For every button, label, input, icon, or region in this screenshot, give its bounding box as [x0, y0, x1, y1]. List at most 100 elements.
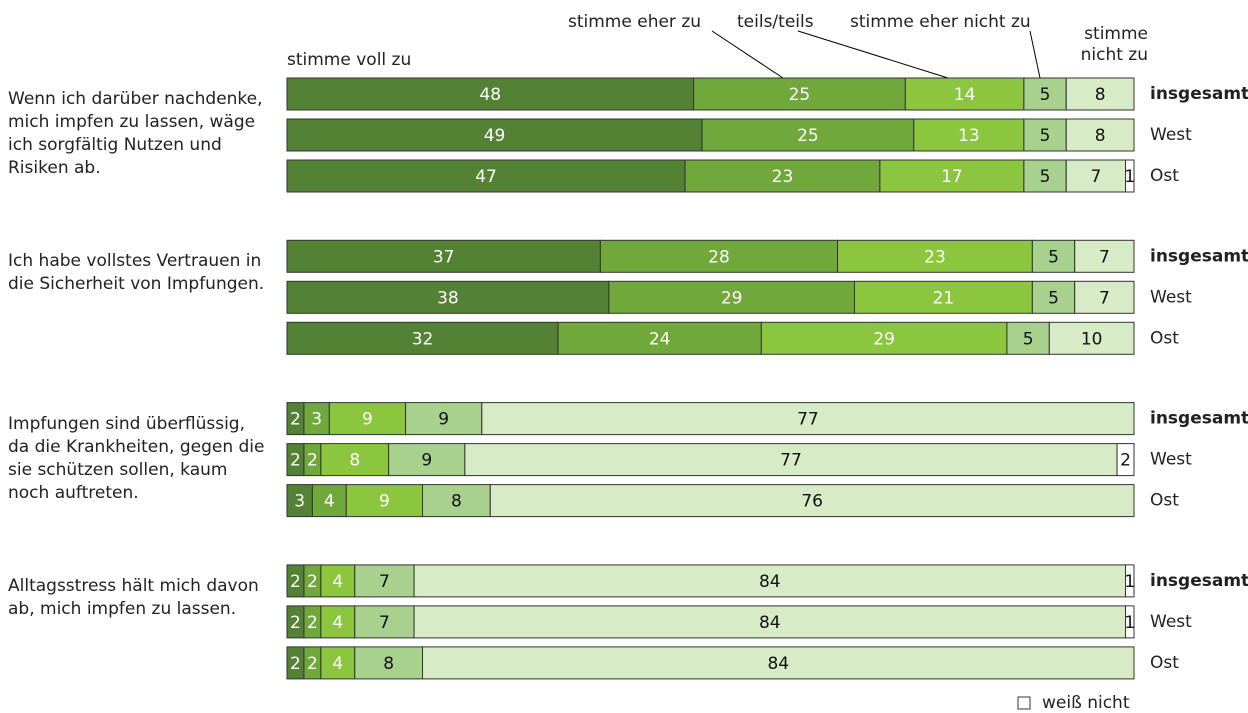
- bar-segment: [701, 118, 915, 152]
- series-label: stimme nicht zu: [1080, 24, 1148, 65]
- value-label: 84: [759, 572, 781, 592]
- value-label: 5: [1040, 167, 1051, 187]
- bar-segment: [320, 605, 356, 639]
- value-label: 9: [379, 492, 390, 512]
- value-label: 7: [1099, 288, 1110, 308]
- value-label: 2: [307, 613, 318, 633]
- bar-segment: [405, 402, 483, 436]
- value-label: 1: [1124, 572, 1135, 592]
- value-label: 25: [789, 85, 811, 105]
- bar-segment: [345, 484, 424, 518]
- legend-label: weiß nicht: [1042, 693, 1130, 713]
- value-label: 4: [324, 492, 335, 512]
- value-label: 1: [1124, 613, 1135, 633]
- value-label: 14: [954, 85, 976, 105]
- bar-segment: [481, 402, 1135, 436]
- value-label: 5: [1040, 85, 1051, 105]
- bar-segment: [413, 564, 1127, 598]
- value-label: 5: [1023, 329, 1034, 349]
- bar-segment: [1023, 159, 1067, 193]
- row-label: insgesamt: [1150, 571, 1248, 591]
- value-label: 13: [958, 126, 980, 146]
- bar-segment: [320, 443, 390, 477]
- value-label: 4: [332, 654, 343, 674]
- bar-segment: [608, 280, 855, 314]
- value-label: 37: [433, 247, 455, 267]
- value-label: 77: [797, 410, 819, 430]
- value-label: 84: [767, 654, 789, 674]
- value-label: 76: [801, 492, 823, 512]
- bar-segment: [1116, 443, 1135, 477]
- bar-segment: [904, 77, 1025, 111]
- bar-segment: [320, 564, 356, 598]
- value-label: 2: [307, 451, 318, 471]
- value-label: 49: [484, 126, 506, 146]
- bar-segment: [320, 646, 356, 680]
- row-label: Ost: [1150, 166, 1179, 186]
- value-label: 5: [1040, 126, 1051, 146]
- value-label: 7: [1099, 247, 1110, 267]
- value-label: 25: [797, 126, 819, 146]
- value-label: 9: [421, 451, 432, 471]
- bar-segment: [354, 564, 415, 598]
- series-label: teils/teils: [737, 12, 814, 32]
- value-label: 5: [1048, 288, 1059, 308]
- row-label: West: [1150, 287, 1192, 307]
- bar-segment: [1074, 280, 1135, 314]
- series-label: stimme eher nicht zu: [850, 12, 1031, 32]
- bar-segment: [354, 646, 424, 680]
- bar-segment: [879, 159, 1025, 193]
- value-label: 5: [1048, 247, 1059, 267]
- value-label: 10: [1081, 329, 1103, 349]
- bar-segment: [464, 443, 1118, 477]
- row-label: insgesamt: [1150, 409, 1248, 429]
- bar-segment: [422, 484, 491, 518]
- bar-segment: [413, 605, 1127, 639]
- bar-segment: [286, 77, 695, 111]
- value-label: 7: [1090, 167, 1101, 187]
- bar-segment: [684, 159, 881, 193]
- value-label: 8: [383, 654, 394, 674]
- value-label: 2: [307, 654, 318, 674]
- value-label: 29: [721, 288, 743, 308]
- value-label: 4: [332, 613, 343, 633]
- value-label: 2: [290, 613, 301, 633]
- bar-segment: [328, 402, 407, 436]
- bar-segment: [1074, 239, 1135, 273]
- bar-segment: [489, 484, 1135, 518]
- series-label: stimme eher zu: [568, 12, 701, 32]
- bar-segment: [1125, 605, 1135, 639]
- value-label: 47: [475, 167, 497, 187]
- statement: Ich habe vollstes Vertrauen in die Siche…: [8, 251, 265, 295]
- leader-line: [711, 30, 784, 79]
- value-label: 8: [1095, 126, 1106, 146]
- bar-segment: [388, 443, 466, 477]
- value-label: 4: [332, 572, 343, 592]
- leader-line: [797, 30, 949, 79]
- value-label: 2: [1120, 451, 1131, 471]
- bar-segment: [422, 646, 1135, 680]
- value-label: 29: [873, 329, 895, 349]
- value-label: 28: [708, 247, 730, 267]
- value-label: 77: [780, 451, 802, 471]
- value-label: 84: [759, 613, 781, 633]
- bar-segment: [286, 280, 610, 314]
- row-label: insgesamt: [1150, 84, 1248, 104]
- value-label: 2: [290, 451, 301, 471]
- value-label: 9: [362, 410, 373, 430]
- value-label: 48: [479, 85, 501, 105]
- bar-segment: [599, 239, 839, 273]
- bar-segment: [286, 484, 313, 518]
- value-label: 8: [1095, 85, 1106, 105]
- value-label: 23: [924, 247, 946, 267]
- value-label: 7: [379, 572, 390, 592]
- row-label: Ost: [1150, 653, 1179, 673]
- bar-segment: [286, 321, 559, 355]
- value-label: 38: [437, 288, 459, 308]
- value-label: 24: [649, 329, 671, 349]
- value-label: 2: [290, 654, 301, 674]
- bar-segment: [1065, 159, 1127, 193]
- bar-segment: [1031, 280, 1076, 314]
